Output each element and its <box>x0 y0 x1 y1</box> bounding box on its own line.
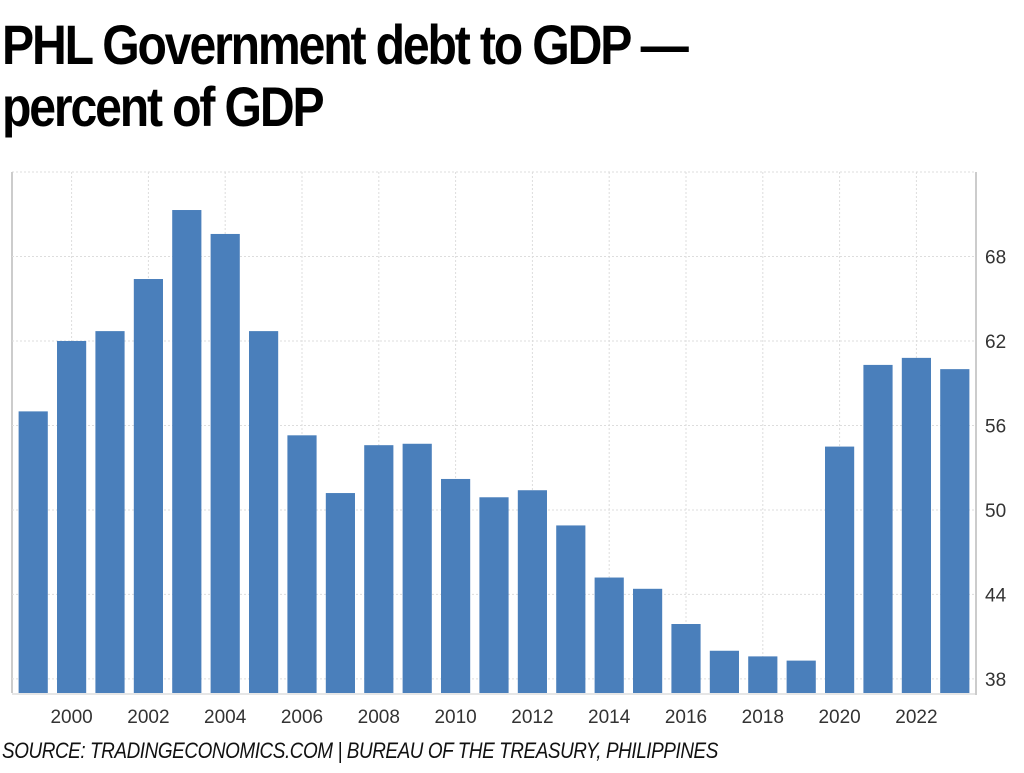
bar-2000 <box>57 340 87 693</box>
x-tick-label: 2002 <box>127 707 169 728</box>
bar-2001 <box>95 331 125 693</box>
bar-chart: 38 44 50 56 62 68 2000 2002 2004 2006 2008 2010 201… <box>11 171 1007 728</box>
bar-2011 <box>479 497 509 693</box>
bar-2018 <box>748 656 778 693</box>
x-tick-label: 2010 <box>434 707 476 728</box>
bar-2004 <box>210 233 240 693</box>
bar-1999 <box>18 411 48 693</box>
y-tick-label: 56 <box>985 416 1006 437</box>
bar-2016 <box>671 624 701 693</box>
bar-2020 <box>825 446 855 693</box>
bar-2003 <box>172 210 202 693</box>
x-tick-label: 2000 <box>50 707 92 728</box>
bar-2012 <box>517 490 547 693</box>
bar-2021 <box>863 364 893 693</box>
x-tick-label: 2016 <box>665 707 707 728</box>
bar-2006 <box>287 435 317 693</box>
chart-title: PHL Government debt to GDP — percent of … <box>2 14 862 138</box>
bars <box>18 210 970 693</box>
bar-2009 <box>402 443 432 693</box>
chart-title-line-2: percent of GDP <box>2 75 325 138</box>
y-tick-label: 44 <box>985 585 1007 606</box>
chart-title-line-1: PHL Government debt to GDP — <box>2 13 689 76</box>
bar-2015 <box>633 588 663 693</box>
source-note: SOURCE: TRADINGECONOMICS.COM | BUREAU OF… <box>2 738 718 763</box>
bar-2019 <box>786 660 816 693</box>
x-tick-label: 2004 <box>204 707 247 728</box>
bar-2017 <box>709 650 739 693</box>
bar-2007 <box>325 493 355 693</box>
bar-2022 <box>901 357 931 693</box>
x-axis-ticks: 2000 2002 2004 2006 2008 2010 2012 2014 2016 2018… <box>50 707 937 728</box>
bar-2008 <box>364 445 394 693</box>
bar-2014 <box>594 577 624 693</box>
y-tick-label: 50 <box>985 501 1006 522</box>
bar-2023 <box>940 369 970 693</box>
bar-2005 <box>249 331 279 693</box>
bar-2010 <box>441 478 471 693</box>
x-tick-label: 2006 <box>281 707 323 728</box>
bar-2013 <box>556 525 586 693</box>
bar-2002 <box>133 279 163 693</box>
y-axis-ticks: 38 44 50 56 62 68 <box>985 247 1007 690</box>
x-tick-label: 2018 <box>742 707 784 728</box>
x-tick-label: 2014 <box>588 707 631 728</box>
y-tick-label: 62 <box>985 332 1006 353</box>
x-tick-label: 2008 <box>358 707 400 728</box>
x-tick-label: 2020 <box>818 707 860 728</box>
x-tick-label: 2012 <box>511 707 553 728</box>
y-tick-label: 38 <box>985 670 1006 691</box>
y-tick-label: 68 <box>985 247 1006 268</box>
x-tick-label: 2022 <box>895 707 937 728</box>
